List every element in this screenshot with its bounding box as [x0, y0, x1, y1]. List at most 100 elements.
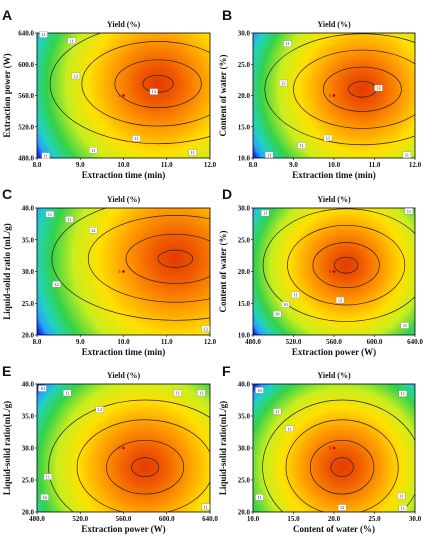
center-point-label: 5: [118, 93, 121, 98]
x-tick-label: 12.0: [204, 338, 217, 346]
y-tick-label: 30.0: [22, 268, 35, 276]
y-tick-label: 40.0: [238, 381, 251, 389]
panel-title: Yield (%): [107, 195, 141, 204]
contour-label-box: [398, 390, 408, 397]
x-tick-label: 8.0: [249, 161, 258, 169]
y-tick-label: 10.0: [238, 332, 251, 340]
contour-label-box: [40, 494, 49, 501]
x-tick-label: 10.0: [328, 161, 341, 169]
x-tick-label: 480.0: [29, 515, 45, 523]
contour-label-box: [63, 389, 72, 397]
contour-label: 11: [293, 293, 297, 298]
contour-label-box: [255, 494, 264, 501]
contour-label: 11: [267, 152, 271, 157]
y-tick-label: 25.0: [238, 236, 251, 244]
center-point: [122, 270, 125, 273]
contour-label: 10: [40, 386, 45, 391]
contour-label-box: [397, 492, 406, 500]
panel-letter: C: [2, 186, 12, 202]
contour-label: 11: [405, 152, 409, 157]
panel-title: Yield (%): [107, 371, 141, 380]
x-tick-label: 10.0: [117, 161, 130, 169]
contour-label: 10: [283, 302, 288, 307]
panel-letter: F: [222, 363, 231, 379]
contour-line: [285, 419, 399, 512]
contour-label-box: [400, 322, 410, 329]
y-tick-label: 25.0: [22, 477, 35, 485]
contour-label: 11: [91, 148, 95, 153]
contour-label-box: [67, 37, 76, 44]
contour-label-box: [323, 134, 333, 142]
contour-lines: [262, 399, 415, 512]
y-tick-label: 25.0: [238, 477, 251, 485]
contour-label-box: [41, 152, 50, 159]
contour-label-box: [273, 408, 282, 415]
contour-label: 10: [257, 388, 262, 393]
contour-line: [322, 66, 402, 112]
y-axis-label: Content of water (%): [218, 230, 228, 312]
y-tick-label: 35.0: [22, 413, 35, 421]
y-axis-label: Extraction power (W): [2, 53, 12, 137]
x-tick-label: 560.0: [326, 338, 342, 346]
contour-label: 11: [43, 153, 47, 158]
x-tick-label: 12.0: [409, 161, 422, 169]
y-axis-label: Liquid-solid ratio(mL/g): [2, 401, 12, 495]
contour-label: 11: [287, 426, 291, 431]
y-tick-label: 20.0: [22, 509, 35, 517]
y-tick-label: 30.0: [238, 445, 251, 453]
y-tick-label: 40.0: [22, 381, 35, 389]
contour-label: 12: [203, 326, 208, 331]
contour-label: 13: [376, 86, 381, 91]
contour-label-box: [404, 208, 414, 215]
contour-label: 11: [191, 150, 195, 155]
contour-label-box: [201, 325, 210, 332]
x-tick-label: 11.0: [161, 161, 173, 169]
contour-label-box: [173, 389, 182, 397]
x-tick-label: 640.0: [202, 515, 218, 523]
y-tick-label: 30.0: [238, 30, 251, 38]
contour-label: 12: [340, 505, 345, 510]
center-point-label: 5: [118, 269, 121, 274]
contour-label-box: [188, 149, 197, 156]
contour-label: 13: [152, 89, 157, 94]
contour-label-box: [265, 151, 274, 159]
contour-line: [309, 439, 375, 495]
y-tick-label: 30.0: [22, 445, 35, 453]
x-tick-label: 30.0: [409, 515, 422, 523]
contour-label: 10: [275, 312, 280, 317]
contour-line: [81, 41, 210, 127]
contour-label: 11: [263, 211, 267, 216]
x-tick-label: 480.0: [245, 338, 261, 346]
center-point-label: 5: [329, 446, 332, 451]
contour-label-box: [398, 505, 408, 512]
x-tick-label: 11.0: [161, 338, 173, 346]
contour-label: 11: [65, 391, 69, 396]
x-tick-label: 520.0: [72, 515, 88, 523]
center-point: [122, 94, 125, 97]
contour-line: [334, 256, 359, 274]
contour-line: [51, 208, 210, 321]
contour-label: 11: [399, 494, 403, 499]
contour-label-box: [52, 281, 61, 288]
contour-label: 11: [48, 212, 52, 217]
contour-line: [293, 49, 415, 129]
contour-label: 11: [275, 409, 279, 414]
x-axis-label: Content of water (%): [293, 524, 375, 534]
contour-label-box: [197, 389, 206, 397]
contour-label: 12: [74, 74, 79, 79]
contour-label: 12: [91, 228, 96, 233]
panel-letter: D: [222, 186, 232, 202]
contour-label-box: [39, 31, 48, 38]
contour-label: 11: [401, 506, 405, 511]
x-axis-label: Extraction time (min): [82, 170, 165, 180]
contour-line: [49, 33, 210, 145]
contour-label: 12: [97, 407, 102, 412]
center-point-label: 5: [329, 269, 332, 274]
panel-b: 11 12 11 11 11 13 11 5 8.0 9.0 10.0 11.0 12.0 10.0 15.…: [218, 7, 422, 180]
contour-label-box: [71, 72, 81, 80]
panel-letter: B: [222, 7, 232, 23]
x-axis-label: Extraction power (W): [81, 524, 165, 534]
contour-line: [157, 249, 194, 268]
x-tick-label: 8.0: [33, 338, 42, 346]
